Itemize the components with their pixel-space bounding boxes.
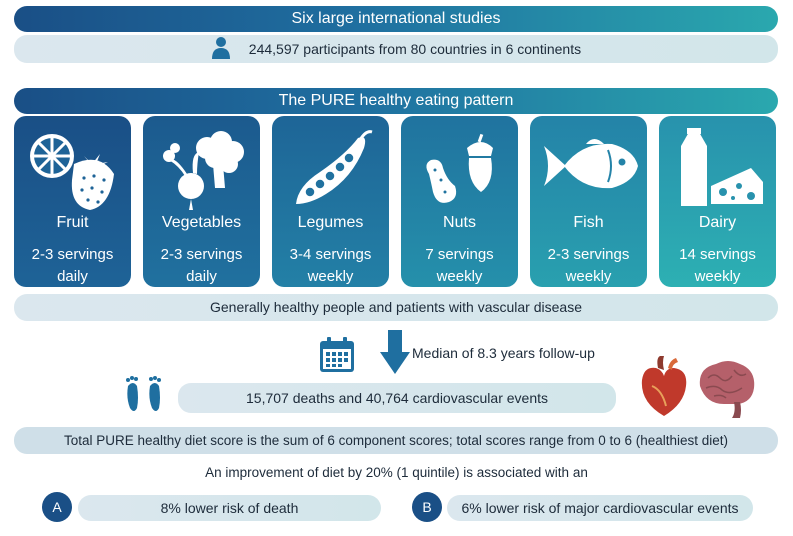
food-servings: 14 servings weekly xyxy=(679,246,756,285)
legumes-icon xyxy=(296,130,373,204)
food-servings: 2-3 servings daily xyxy=(31,246,114,285)
food-tile-nuts: Nuts 7 servings weekly xyxy=(401,116,518,287)
food-name: Fruit xyxy=(56,214,89,231)
food-servings: 2-3 servings weekly xyxy=(547,246,630,285)
participants-text: 244,597 participants from 80 countries i… xyxy=(248,41,582,57)
improvement-text: An improvement of diet by 20% (1 quintil… xyxy=(205,465,588,480)
food-servings: 2-3 servings daily xyxy=(160,246,243,285)
food-servings: 7 servings weekly xyxy=(425,246,494,285)
events-bar: 15,707 deaths and 40,764 cardiovascular … xyxy=(178,383,616,413)
food-tile-legumes: Legumes 3-4 servings weekly xyxy=(272,116,389,287)
down-arrow-icon xyxy=(380,330,410,374)
food-name: Fish xyxy=(573,214,604,231)
population-bar: Generally healthy people and patients wi… xyxy=(14,294,778,321)
outcome-badge-a: A xyxy=(42,492,72,522)
food-name: Dairy xyxy=(698,214,737,231)
food-tile-vegetables: Vegetables 2-3 servings daily xyxy=(143,116,260,287)
heart-icon xyxy=(641,356,687,416)
vegetables-icon xyxy=(163,131,244,210)
footprints-icon xyxy=(126,376,161,411)
food-name: Vegetables xyxy=(161,214,242,231)
fish-icon xyxy=(544,139,638,189)
followup-text: Median of 8.3 years follow-up xyxy=(412,345,595,361)
food-servings: 3-4 servings weekly xyxy=(289,246,372,285)
food-tile-fish: Fish 2-3 servings weekly xyxy=(530,116,647,287)
outcome-cv-bar: 6% lower risk of major cardiovascular ev… xyxy=(447,495,753,521)
food-tile-fruit: Fruit 2-3 servings daily xyxy=(14,116,131,287)
fruit-icon xyxy=(30,134,114,210)
food-name: Nuts xyxy=(443,214,476,231)
nuts-icon xyxy=(426,133,493,203)
food-tile-dairy: Dairy 14 servings weekly xyxy=(659,116,776,287)
studies-banner: Six large international studies xyxy=(14,6,778,32)
dairy-icon xyxy=(681,128,763,206)
calendar-icon xyxy=(320,337,354,372)
person-icon xyxy=(211,37,231,60)
pure-pattern-banner: The PURE healthy eating pattern xyxy=(14,88,778,114)
brain-icon xyxy=(699,361,755,418)
food-name: Legumes xyxy=(297,214,364,231)
participants-bar: 244,597 participants from 80 countries i… xyxy=(14,35,778,63)
outcome-death-bar: 8% lower risk of death xyxy=(78,495,381,521)
score-bar: Total PURE healthy diet score is the sum… xyxy=(14,427,778,454)
outcome-badge-b: B xyxy=(412,492,442,522)
